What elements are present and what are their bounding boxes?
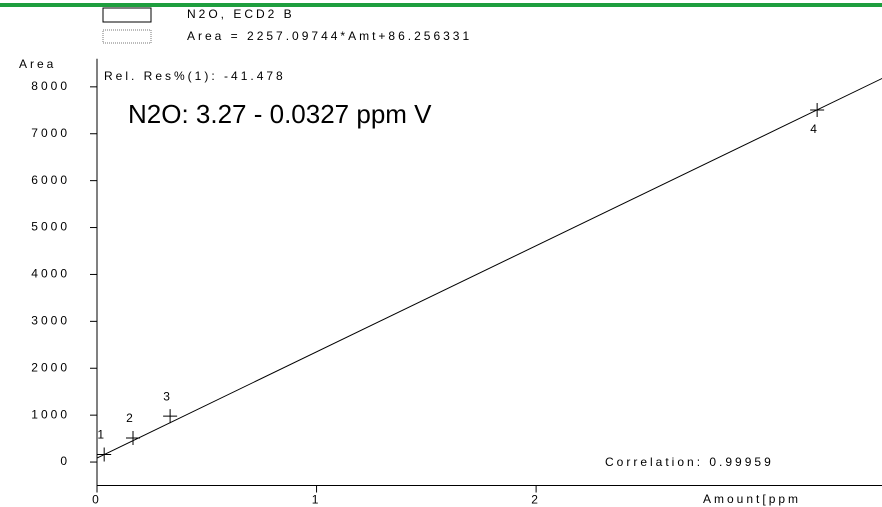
point-marker [810, 103, 825, 118]
y-tick-label: 3000 [31, 314, 70, 328]
x-tick-label: 1 [312, 493, 322, 507]
legend-swatch [102, 7, 152, 23]
y-axis-label: Area [19, 57, 56, 71]
annotation: N2O: 3.27 - 0.0327 ppm V [128, 99, 432, 129]
y-tick-label: 6000 [31, 173, 70, 187]
x-tick-label: 2 [531, 493, 541, 507]
point-label: 3 [163, 389, 173, 403]
point-marker [126, 431, 141, 446]
legend-swatch [102, 29, 152, 44]
point-marker [97, 447, 112, 462]
y-tick-label: 8000 [31, 79, 70, 93]
annotation: Rel. Res%(1): -41.478 [104, 69, 286, 83]
y-tick-label: 0 [60, 454, 70, 468]
y-tick-label: 5000 [31, 220, 70, 234]
point-marker [163, 409, 178, 424]
point-label: 4 [810, 122, 820, 136]
legend-label: Area = 2257.09744*Amt+86.256331 [187, 29, 472, 43]
fit-line [96, 77, 882, 459]
x-axis-label: Amount[ppm [703, 492, 801, 506]
x-tick-label: 0 [92, 493, 102, 507]
y-tick-label: 4000 [31, 267, 70, 281]
annotation: Correlation: 0.99959 [605, 455, 774, 469]
top-bar [0, 3, 882, 7]
point-label: 2 [126, 411, 136, 425]
y-tick-label: 1000 [31, 407, 70, 421]
y-tick-label: 2000 [31, 360, 70, 374]
y-tick-label: 7000 [31, 126, 70, 140]
point-label: 1 [97, 428, 107, 442]
legend-label: N2O, ECD2 B [187, 7, 295, 21]
